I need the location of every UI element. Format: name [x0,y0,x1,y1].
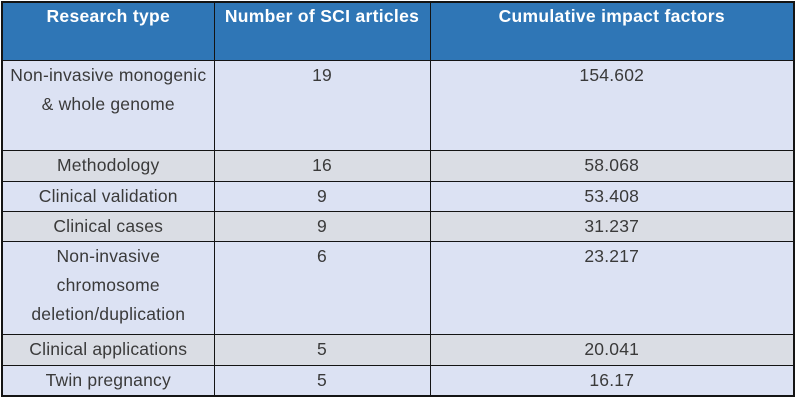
cell-research-type: Clinical applications [1,334,215,366]
table-row: Clinical validation 9 53.408 [1,180,795,213]
cell-sci-articles: 9 [213,180,431,213]
cell-sci-articles: 5 [213,334,431,366]
cell-sci-articles: 19 [213,59,431,152]
table-row: Clinical cases 9 31.237 [1,211,795,243]
column-header-sci-articles: Number of SCI articles [213,1,431,61]
cell-impact-factors: 20.041 [429,334,795,366]
cell-sci-articles: 16 [213,150,431,182]
cell-research-type: Methodology [1,150,215,182]
table-row: Non-invasive chromosome deletion/duplica… [1,241,795,336]
cell-impact-factors: 31.237 [429,211,795,243]
table-header-row: Research type Number of SCI articles Cum… [1,1,795,61]
cell-research-type: Clinical cases [1,211,215,243]
cell-impact-factors: 154.602 [429,59,795,152]
cell-impact-factors: 23.217 [429,241,795,336]
table-header: Research type Number of SCI articles Cum… [1,1,795,61]
cell-sci-articles: 5 [213,364,431,397]
cell-impact-factors: 16.17 [429,364,795,397]
table-body: Non-invasive monogenic & whole genome 19… [1,59,795,397]
cell-impact-factors: 58.068 [429,150,795,182]
column-header-research-type: Research type [1,1,215,61]
table-row: Clinical applications 5 20.041 [1,334,795,366]
table-row: Non-invasive monogenic & whole genome 19… [1,59,795,152]
cell-research-type: Twin pregnancy [1,364,215,397]
cell-research-type: Clinical validation [1,180,215,213]
column-header-impact-factors: Cumulative impact factors [429,1,795,61]
cell-sci-articles: 6 [213,241,431,336]
cell-research-type: Non-invasive chromosome deletion/duplica… [1,241,215,336]
table-row: Methodology 16 58.068 [1,150,795,182]
cell-research-type: Non-invasive monogenic & whole genome [1,59,215,152]
cell-sci-articles: 9 [213,211,431,243]
table-row: Twin pregnancy 5 16.17 [1,364,795,397]
cell-impact-factors: 53.408 [429,180,795,213]
